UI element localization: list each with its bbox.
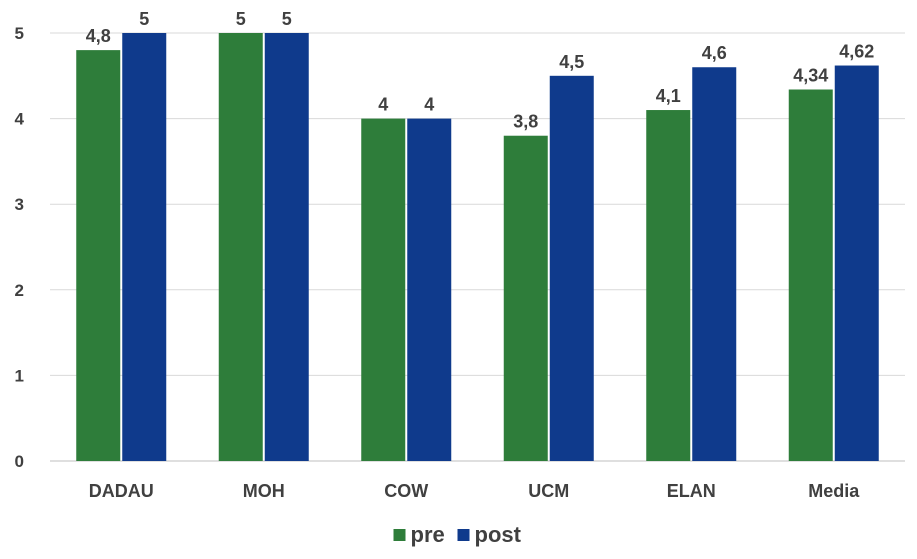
- data-label-post-elan: 4,6: [702, 43, 727, 63]
- bar-post-ucm: [549, 75, 594, 462]
- x-category-label: DADAU: [89, 481, 154, 501]
- bar-pre-ucm: [503, 135, 548, 461]
- bars: [76, 33, 879, 462]
- bar-post-dadau: [122, 33, 167, 461]
- data-label-post-media: 4,62: [839, 42, 874, 62]
- y-axis-tick-labels: 0 1 2 3 4 5: [15, 24, 25, 471]
- y-tick-label: 1: [15, 366, 24, 385]
- x-axis-category-labels: DADAU MOH COW UCM ELAN Media: [89, 481, 860, 501]
- legend: pre post: [393, 522, 522, 547]
- bar-pre-cow: [361, 118, 406, 461]
- bar-post-elan: [692, 67, 737, 462]
- data-label-pre-cow: 4: [378, 95, 388, 115]
- bar-pre-moh: [218, 33, 263, 461]
- x-category-label: MOH: [243, 481, 285, 501]
- bar-post-cow: [407, 118, 452, 461]
- y-tick-label: 2: [15, 281, 24, 300]
- legend-swatch-post: [457, 529, 470, 541]
- x-category-label: COW: [384, 481, 428, 501]
- x-category-label: UCM: [528, 481, 569, 501]
- data-label-post-dadau: 5: [139, 9, 149, 29]
- y-tick-label: 4: [15, 110, 25, 129]
- y-tick-label: 5: [15, 24, 24, 43]
- data-labels: 4,8 5 5 5 4 4 3,8 4,5 4,1 4,6 4,34 4,62: [86, 9, 875, 132]
- data-label-pre-moh: 5: [236, 9, 246, 29]
- data-label-post-moh: 5: [282, 9, 292, 29]
- legend-label-pre: pre: [411, 522, 445, 547]
- bar-pre-media: [788, 89, 833, 461]
- bar-post-media: [834, 65, 879, 461]
- data-label-pre-media: 4,34: [793, 65, 828, 85]
- y-tick-label: 3: [15, 195, 24, 214]
- legend-label-post: post: [475, 522, 522, 547]
- x-category-label: ELAN: [667, 481, 716, 501]
- data-label-post-ucm: 4,5: [559, 52, 584, 72]
- bar-pre-elan: [646, 110, 691, 461]
- grid-lines: [50, 32, 905, 462]
- data-label-post-cow: 4: [424, 95, 434, 115]
- data-label-pre-elan: 4,1: [656, 86, 681, 106]
- data-label-pre-ucm: 3,8: [513, 112, 538, 132]
- legend-swatch-pre: [393, 529, 406, 541]
- y-tick-label: 0: [15, 452, 24, 471]
- data-label-pre-dadau: 4,8: [86, 26, 111, 46]
- x-category-label: Media: [808, 481, 860, 501]
- bar-pre-dadau: [76, 50, 121, 462]
- bar-post-moh: [264, 33, 309, 461]
